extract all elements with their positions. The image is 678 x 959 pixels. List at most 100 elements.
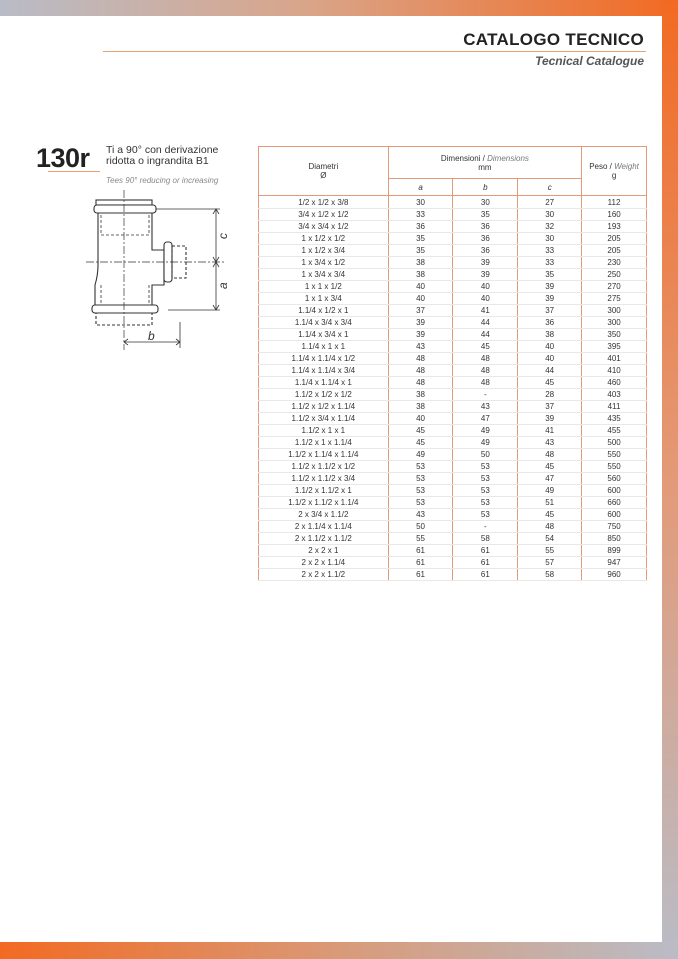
cell-weight: 410 — [581, 364, 647, 377]
cell-b: 43 — [452, 400, 519, 413]
cell-diameter: 1.1/2 x 1/2 x 1/2 — [258, 388, 389, 401]
header-c: c — [517, 178, 583, 196]
cell-b: 61 — [452, 556, 519, 569]
cell-c: 27 — [517, 195, 583, 209]
cell-c: 35 — [517, 268, 583, 281]
cell-b: 36 — [452, 220, 519, 233]
cell-diameter: 1.1/4 x 3/4 x 3/4 — [258, 316, 389, 329]
cell-weight: 270 — [581, 280, 647, 293]
cell-b: 58 — [452, 532, 519, 545]
table-row: 3/4 x 3/4 x 1/2 36 36 32 193 — [258, 220, 647, 233]
cell-c: 32 — [517, 220, 583, 233]
cell-b: 40 — [452, 280, 519, 293]
cell-diameter: 1.1/4 x 1/2 x 1 — [258, 304, 389, 317]
cell-a: 55 — [387, 532, 454, 545]
cell-c: 37 — [517, 400, 583, 413]
bottom-decorative-band — [0, 942, 678, 959]
cell-weight: 660 — [581, 496, 647, 509]
cell-a: 40 — [387, 412, 454, 425]
table-row: 1 x 1 x 3/4 40 40 39 275 — [258, 292, 647, 305]
cell-diameter: 1.1/2 x 1.1/2 x 1 — [258, 484, 389, 497]
cell-c: 55 — [517, 544, 583, 557]
cell-weight: 193 — [581, 220, 647, 233]
table-row: 1.1/4 x 1 x 1 43 45 40 395 — [258, 340, 647, 353]
cell-weight: 403 — [581, 388, 647, 401]
cell-c: 39 — [517, 292, 583, 305]
product-name: Ti a 90° con derivazione ridotta o ingra… — [106, 145, 218, 167]
cell-a: 48 — [387, 352, 454, 365]
cell-weight: 401 — [581, 352, 647, 365]
cell-c: 38 — [517, 328, 583, 341]
cell-diameter: 1.1/2 x 1/2 x 1.1/4 — [258, 400, 389, 413]
cell-a: 61 — [387, 544, 454, 557]
cell-diameter: 2 x 1.1/2 x 1.1/2 — [258, 532, 389, 545]
cell-a: 30 — [387, 195, 454, 209]
cell-weight: 250 — [581, 268, 647, 281]
cell-a: 50 — [387, 520, 454, 533]
cell-b: 48 — [452, 376, 519, 389]
cell-a: 40 — [387, 292, 454, 305]
cell-c: 49 — [517, 484, 583, 497]
cell-b: - — [452, 520, 519, 533]
cell-c: 36 — [517, 316, 583, 329]
product-code: 130r — [36, 143, 90, 173]
table-row: 2 x 2 x 1 61 61 55 899 — [258, 544, 647, 557]
cell-diameter: 1.1/4 x 1.1/4 x 1 — [258, 376, 389, 389]
cell-weight: 112 — [581, 195, 647, 209]
cell-weight: 350 — [581, 328, 647, 341]
cell-a: 53 — [387, 496, 454, 509]
cell-a: 53 — [387, 472, 454, 485]
cell-a: 53 — [387, 460, 454, 473]
cell-diameter: 1 x 3/4 x 1/2 — [258, 256, 389, 269]
header-b: b — [452, 178, 519, 196]
cell-a: 36 — [387, 220, 454, 233]
cell-a: 35 — [387, 232, 454, 245]
cell-c: 33 — [517, 256, 583, 269]
cell-diameter: 1.1/2 x 1.1/2 x 1/2 — [258, 460, 389, 473]
cell-c: 48 — [517, 520, 583, 533]
cell-a: 49 — [387, 448, 454, 461]
table-row: 1.1/2 x 1.1/2 x 1 53 53 49 600 — [258, 484, 647, 497]
table-row: 1.1/4 x 1.1/4 x 1/2 48 48 40 401 — [258, 352, 647, 365]
cell-diameter: 1.1/2 x 3/4 x 1.1/4 — [258, 412, 389, 425]
cell-weight: 550 — [581, 448, 647, 461]
catalog-title: CATALOGO TECNICO — [463, 30, 644, 49]
table-row: 1 x 1/2 x 1/2 35 36 30 205 — [258, 232, 647, 245]
dimension-label-c: c — [216, 233, 230, 239]
cell-c: 39 — [517, 412, 583, 425]
cell-c: 48 — [517, 448, 583, 461]
cell-diameter: 1.1/2 x 1.1/2 x 1.1/4 — [258, 496, 389, 509]
cell-weight: 230 — [581, 256, 647, 269]
cell-weight: 550 — [581, 460, 647, 473]
table-row: 2 x 3/4 x 1.1/2 43 53 45 600 — [258, 508, 647, 521]
cell-b: 36 — [452, 244, 519, 257]
cell-weight: 300 — [581, 316, 647, 329]
cell-weight: 460 — [581, 376, 647, 389]
right-decorative-band — [662, 0, 678, 959]
cell-diameter: 1 x 1/2 x 1/2 — [258, 232, 389, 245]
table-row: 1.1/2 x 1/2 x 1/2 38-28 403 — [258, 388, 647, 401]
product-code-underline — [48, 171, 100, 172]
table-row: 1.1/4 x 1/2 x 1 37 41 37 300 — [258, 304, 647, 317]
cell-b: 39 — [452, 256, 519, 269]
cell-b: 41 — [452, 304, 519, 317]
catalog-subtitle: Tecnical Catalogue — [535, 54, 644, 68]
cell-a: 48 — [387, 376, 454, 389]
cell-c: 54 — [517, 532, 583, 545]
table-row: 1.1/4 x 1.1/4 x 3/4 48 48 44 410 — [258, 364, 647, 377]
table-row: 1.1/2 x 3/4 x 1.1/4 40 47 39 435 — [258, 412, 647, 425]
cell-diameter: 1 x 3/4 x 3/4 — [258, 268, 389, 281]
cell-weight: 455 — [581, 424, 647, 437]
cell-b: 53 — [452, 472, 519, 485]
cell-a: 39 — [387, 316, 454, 329]
cell-b: 48 — [452, 352, 519, 365]
cell-weight: 600 — [581, 508, 647, 521]
cell-diameter: 1.1/4 x 3/4 x 1 — [258, 328, 389, 341]
table-row: 1 x 3/4 x 3/4 38 39 35 250 — [258, 268, 647, 281]
cell-c: 37 — [517, 304, 583, 317]
cell-diameter: 2 x 2 x 1.1/2 — [258, 568, 389, 581]
header-divider — [103, 51, 646, 52]
header-a: a — [387, 178, 454, 196]
cell-b: 44 — [452, 316, 519, 329]
cell-a: 45 — [387, 436, 454, 449]
